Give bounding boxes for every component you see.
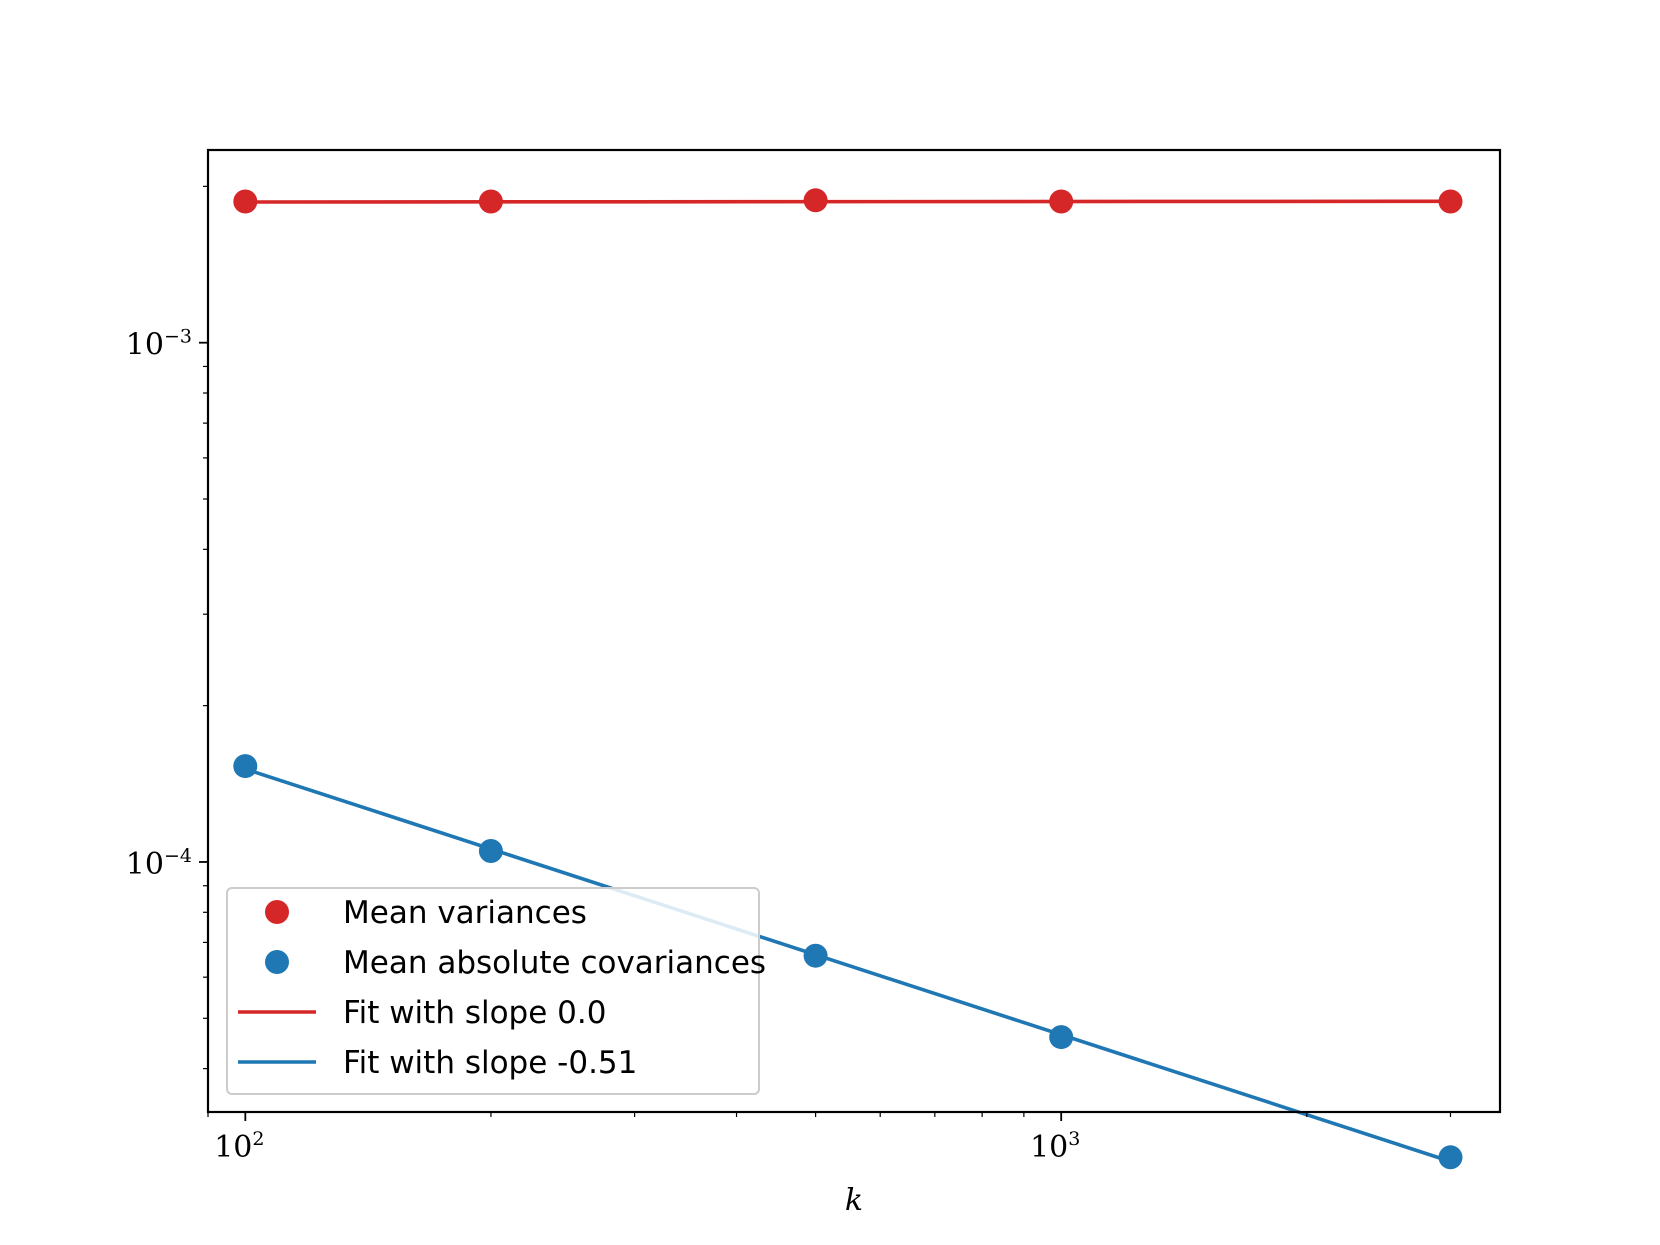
legend-label-3: Fit with slope -0.51 (343, 1045, 637, 1081)
x-tick-label: 102 (214, 1128, 264, 1165)
series-0-point (478, 189, 503, 214)
series-0-point (1438, 189, 1463, 214)
legend-label-2: Fit with slope 0.0 (343, 995, 606, 1031)
series-1-point (1049, 1025, 1074, 1050)
x-axis-label: k (845, 1183, 863, 1218)
series-1-point (233, 754, 258, 779)
plot-area (233, 188, 1463, 1170)
legend-marker-1 (265, 950, 289, 974)
fit-line-3 (244, 767, 1452, 1164)
y-tick-label: 10−4 (126, 845, 192, 882)
legend-box (226, 887, 760, 1095)
y-tick-label: 10−3 (126, 326, 192, 363)
series-0-point (803, 188, 828, 213)
legend-label-0: Mean variances (343, 895, 587, 931)
series-1-point (1438, 1145, 1463, 1170)
axes-frame (206, 148, 1502, 1114)
series-0-point (1049, 189, 1074, 214)
x-tick-label: 103 (1030, 1128, 1080, 1165)
axis-ticks: 102 103 10−4 10−3 (126, 185, 1452, 1165)
fit-line-2 (245, 199, 1451, 204)
legend: Mean variances Mean absolute covariances F… (226, 887, 766, 1095)
legend-marker-0 (265, 900, 289, 924)
series-1-point (803, 943, 828, 968)
legend-label-1: Mean absolute covariances (343, 945, 766, 981)
series-0-point (233, 189, 258, 214)
series-1-point (478, 839, 503, 863)
